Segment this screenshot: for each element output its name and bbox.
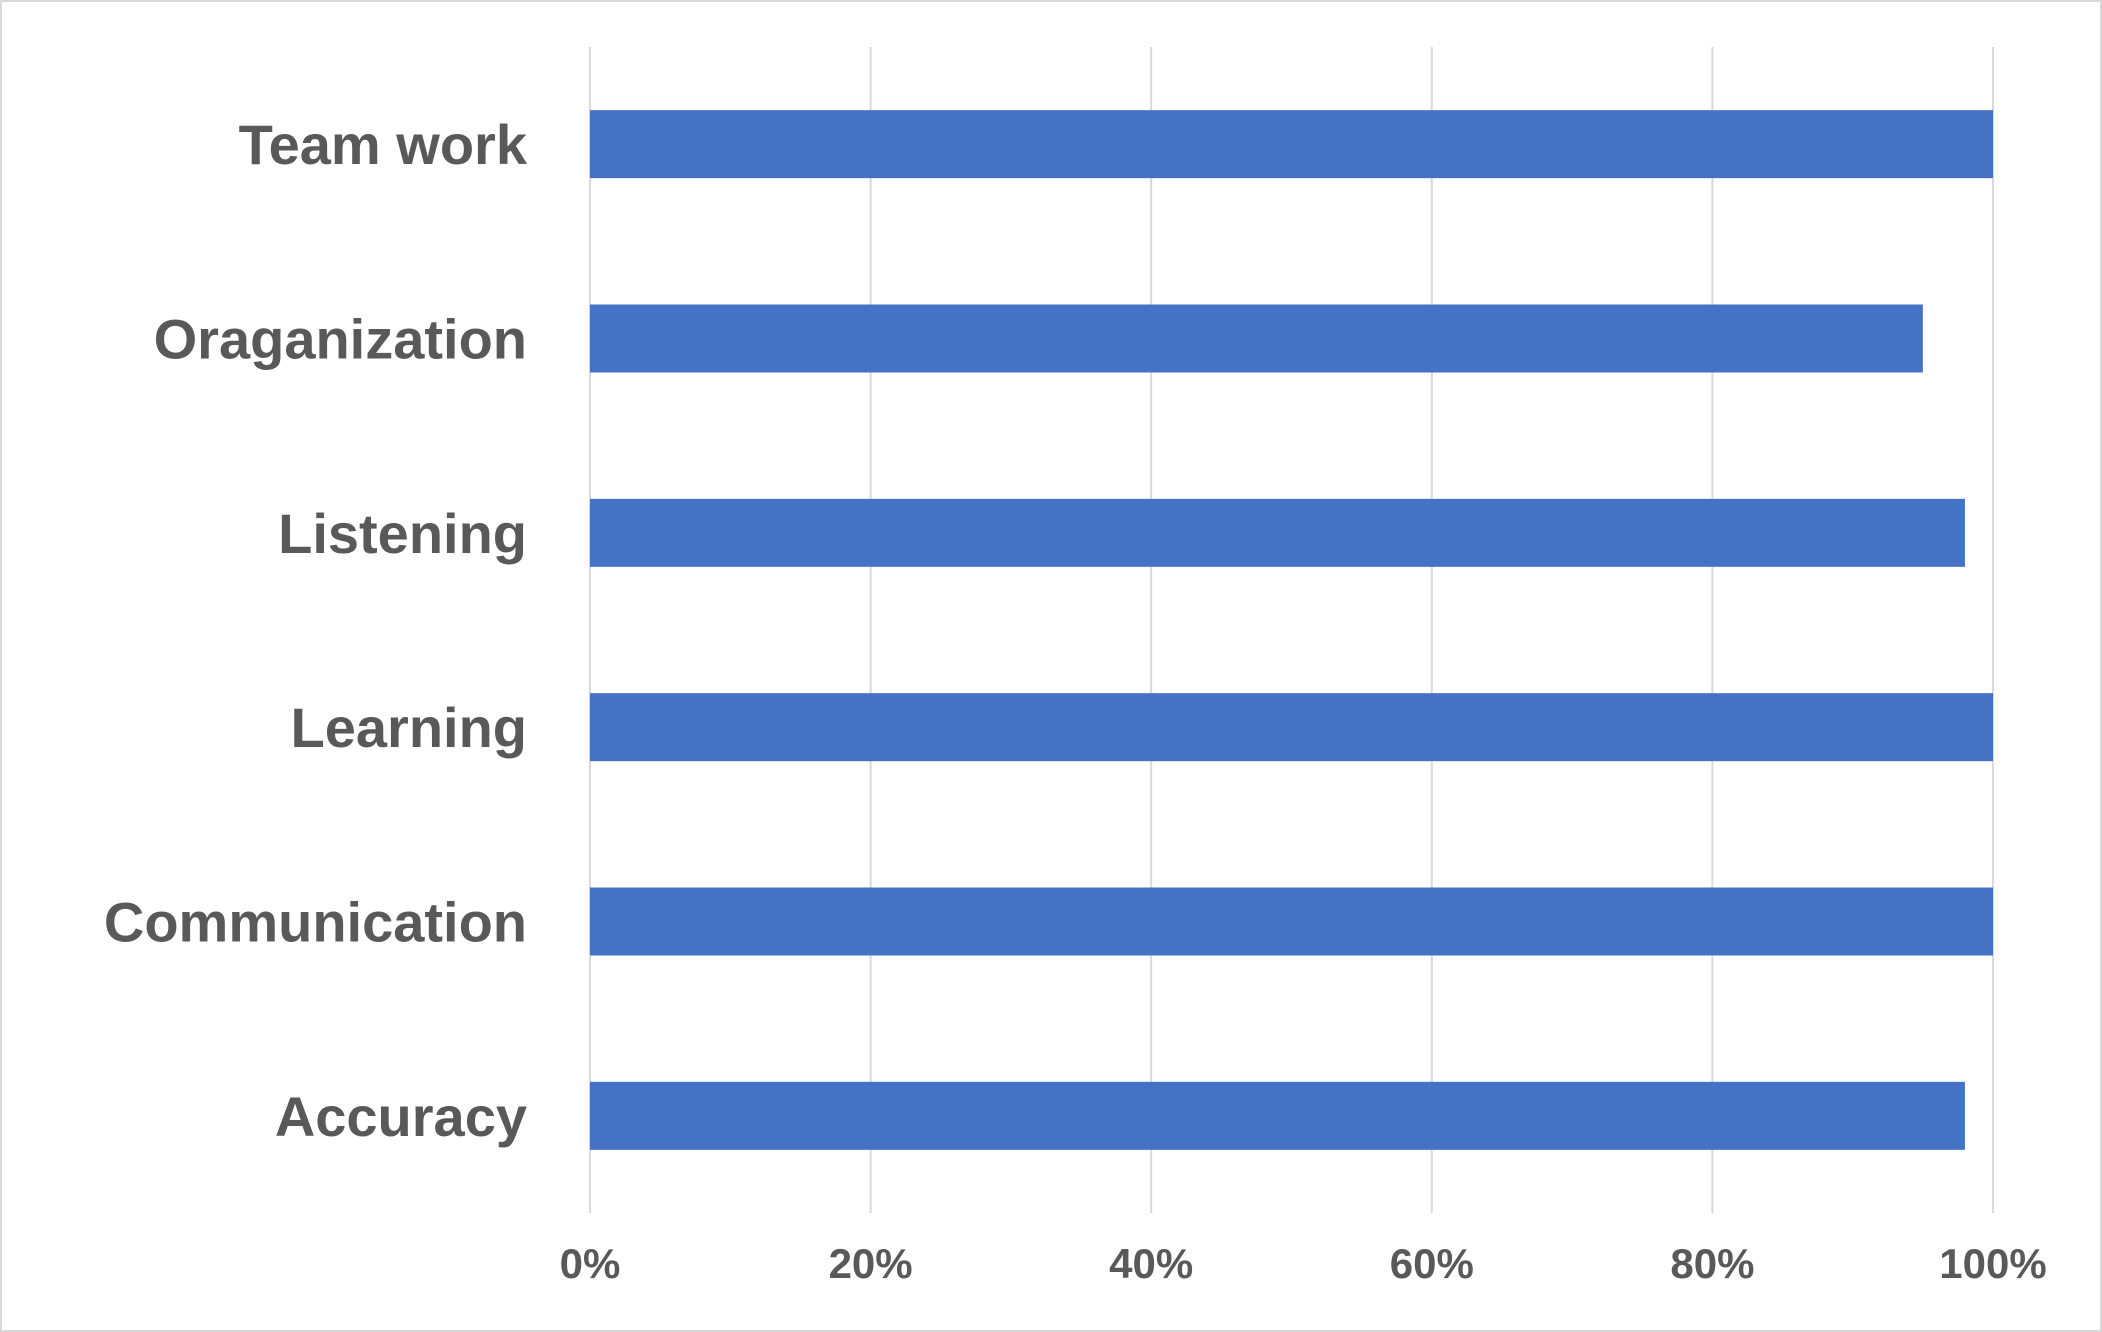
bar: [590, 887, 1993, 956]
category-label: Communication: [104, 891, 527, 954]
bar: [590, 304, 1923, 373]
x-tick-label: 80%: [1670, 1240, 1754, 1287]
bar: [590, 498, 1965, 567]
x-tick-label: 100%: [1939, 1240, 2046, 1287]
gridlines: [589, 47, 1994, 1213]
x-tick-label: 0%: [560, 1240, 621, 1287]
x-tick-label: 60%: [1390, 1240, 1474, 1287]
category-label: Listening: [278, 502, 527, 565]
bar: [590, 110, 1993, 179]
category-label: Oraganization: [154, 308, 527, 371]
category-label: Accuracy: [275, 1085, 527, 1148]
bar: [590, 1081, 1965, 1150]
bars: [590, 110, 1993, 1150]
x-tick-label: 20%: [829, 1240, 913, 1287]
x-tick-label: 40%: [1109, 1240, 1193, 1287]
x-axis-tick-labels: 0% 20% 40% 60% 80% 100%: [560, 1240, 2047, 1287]
category-label: Learning: [291, 696, 527, 759]
category-label: Team work: [239, 113, 528, 176]
bar: [590, 693, 1993, 762]
category-labels: Team work Oraganization Listening Learning C…: [104, 113, 528, 1148]
